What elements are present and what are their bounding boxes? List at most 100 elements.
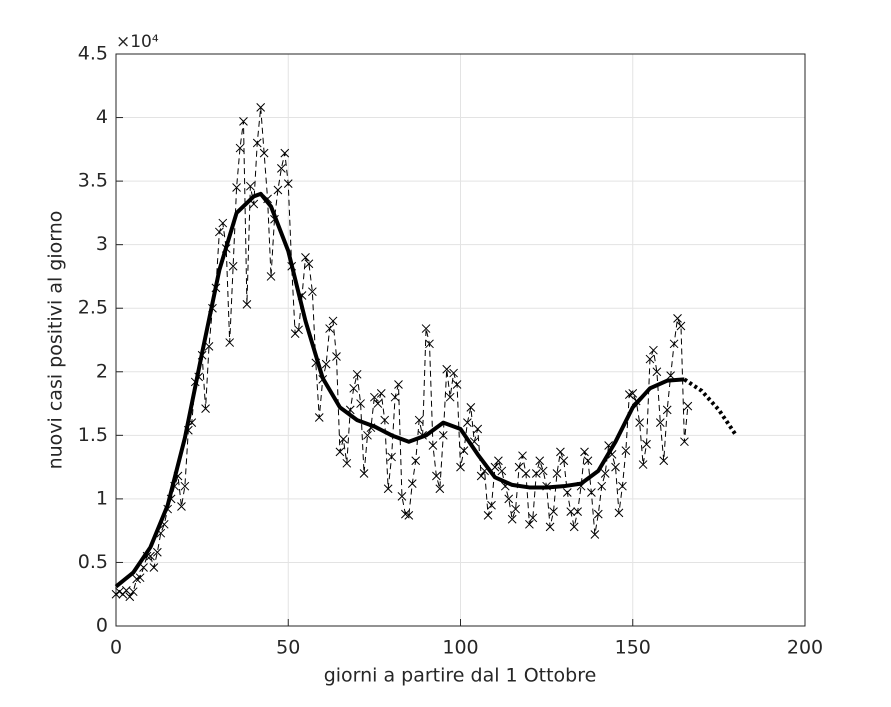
data-point [380, 415, 390, 425]
data-point [621, 446, 631, 455]
data-point [304, 259, 314, 269]
data-point [628, 389, 638, 398]
data-point [414, 415, 424, 425]
data-point [252, 138, 262, 148]
data-point [611, 462, 620, 472]
data-point [559, 456, 569, 466]
data-point [180, 481, 190, 491]
data-point [525, 519, 534, 529]
data-point [266, 272, 276, 281]
data-point [273, 185, 283, 195]
data-point [328, 316, 338, 326]
data-point [407, 479, 417, 488]
data-point [590, 530, 600, 539]
data-point [214, 227, 224, 237]
data-point [456, 462, 465, 472]
data-point [339, 434, 348, 444]
data-point [507, 514, 517, 524]
data-point [587, 488, 596, 497]
data-point [428, 441, 438, 450]
data-point [383, 484, 393, 494]
data-point [449, 368, 458, 378]
data-point [390, 392, 400, 402]
y-tick-label: 2.5 [78, 297, 108, 319]
data-point [397, 491, 407, 501]
data-point [394, 380, 403, 389]
data-point [139, 563, 148, 572]
data-point [528, 513, 538, 523]
data-point [325, 324, 334, 333]
data-point [332, 352, 341, 361]
data-point [342, 458, 352, 468]
data-point [562, 488, 572, 497]
data-point [239, 117, 248, 126]
data-point [149, 563, 159, 572]
data-point [463, 418, 472, 427]
data-point [466, 403, 476, 412]
data-point [411, 456, 421, 466]
data-point [655, 418, 665, 427]
data-point [662, 405, 672, 415]
x-tick-label: 150 [615, 637, 651, 659]
data-point [649, 345, 658, 355]
data-point [128, 587, 138, 597]
data-point [442, 364, 452, 374]
data-point [642, 439, 651, 449]
data-point [373, 399, 383, 408]
data-point [242, 300, 252, 309]
y-tick-label: 0.5 [78, 551, 108, 573]
data-point [566, 507, 576, 516]
y-tick-label: 0 [96, 615, 108, 637]
data-point [349, 383, 359, 393]
data-point [490, 462, 500, 472]
data-point [676, 321, 686, 331]
data-point [494, 456, 503, 466]
data-point [531, 469, 541, 478]
data-point [635, 418, 644, 427]
data-point [669, 339, 679, 349]
data-point [518, 451, 527, 461]
series-line [114, 191, 685, 589]
y-tick-label: 4.5 [78, 43, 108, 65]
data-point [569, 522, 579, 532]
data-point [421, 324, 431, 333]
series-line [115, 106, 689, 598]
data-point [683, 401, 693, 411]
y-tick-label: 3 [96, 233, 108, 255]
data-point [435, 484, 445, 494]
data-point [425, 339, 434, 349]
data-point [280, 148, 290, 158]
data-point [645, 354, 655, 364]
data-point [432, 471, 441, 481]
data-point [680, 437, 689, 447]
data-point [652, 367, 662, 377]
data-point [445, 392, 455, 402]
data-point [259, 148, 269, 158]
data-point [201, 404, 210, 413]
data-point [552, 469, 562, 478]
data-point [549, 507, 558, 516]
x-tick-label: 0 [110, 637, 122, 659]
data-point [583, 456, 593, 466]
data-point [335, 447, 345, 457]
data-point [538, 466, 548, 476]
data-point [438, 430, 448, 440]
y-tick-label: 4 [96, 106, 108, 128]
series-line [683, 377, 738, 437]
data-point [459, 446, 469, 455]
data-point [135, 573, 145, 583]
data-point [487, 500, 496, 510]
data-point [618, 481, 627, 491]
data-point [404, 511, 414, 520]
data-point [600, 469, 610, 478]
x-tick-label: 50 [276, 637, 300, 659]
data-point [246, 181, 255, 191]
data-point [473, 424, 483, 434]
data-point [573, 507, 582, 516]
data-point [294, 325, 303, 335]
data-point [504, 494, 514, 504]
data-point [232, 183, 241, 192]
data-point [314, 413, 324, 422]
